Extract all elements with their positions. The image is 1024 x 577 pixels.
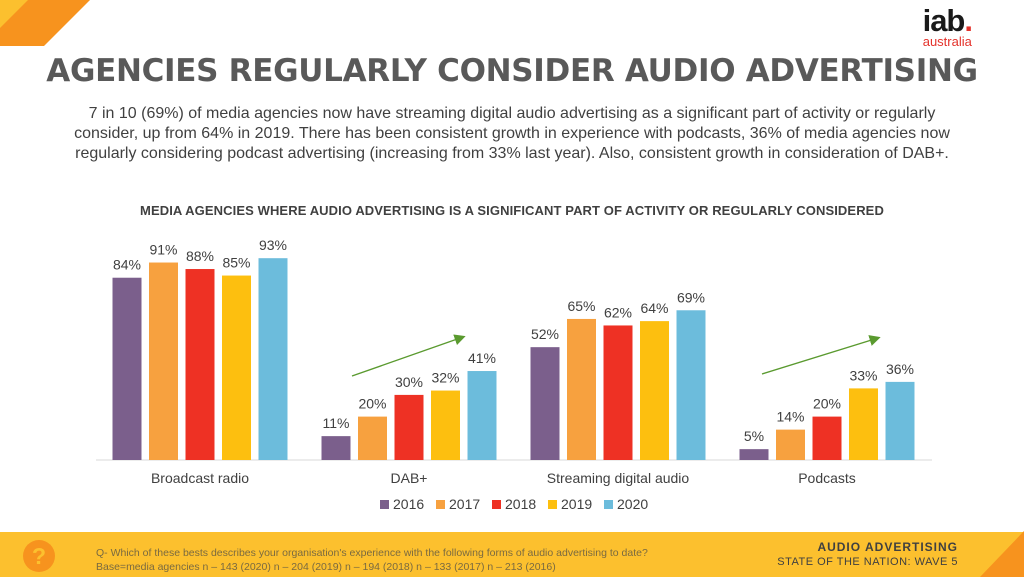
x-tick-label: DAB+ xyxy=(391,470,428,486)
data-label-2019: 33% xyxy=(849,367,877,383)
corner-accent-top-left xyxy=(0,0,90,46)
x-tick-label: Podcasts xyxy=(798,470,856,486)
intro-line: regularly considering podcast advertisin… xyxy=(75,145,949,162)
trend-arrow xyxy=(351,334,466,377)
bar-2017 xyxy=(776,429,805,460)
data-label-2018: 20% xyxy=(813,396,841,412)
legend-label-2016: 2016 xyxy=(393,496,424,512)
data-label-2016: 84% xyxy=(113,257,141,273)
data-label-2017: 20% xyxy=(358,396,386,412)
intro-line: 7 in 10 (69%) of media agencies now have… xyxy=(88,105,936,122)
data-label-2017: 14% xyxy=(776,409,804,425)
legend-label-2018: 2018 xyxy=(505,496,536,512)
bar-2016 xyxy=(321,436,351,460)
svg-text:?: ? xyxy=(32,543,46,569)
footer-sublabel: STATE OF THE NATION: WAVE 5 xyxy=(777,556,958,568)
trend-arrow xyxy=(761,335,881,375)
bar-2020 xyxy=(467,371,497,460)
data-label-2018: 88% xyxy=(186,248,214,264)
data-label-2020: 93% xyxy=(259,237,287,253)
legend-label-2019: 2019 xyxy=(561,496,592,512)
intro-line: consider, up from 64% in 2019. There has… xyxy=(74,125,950,142)
iab-australia-logo: iab. australia xyxy=(922,3,973,49)
data-label-2019: 32% xyxy=(431,370,459,386)
intro-text: 7 in 10 (69%) of media agencies now have… xyxy=(30,104,994,164)
chart-title: MEDIA AGENCIES WHERE AUDIO ADVERTISING I… xyxy=(140,203,884,218)
bar-2016 xyxy=(112,277,142,460)
bar-2020 xyxy=(885,381,915,460)
data-label-2019: 64% xyxy=(640,300,668,316)
data-label-2017: 65% xyxy=(567,298,595,314)
bar-2018 xyxy=(603,325,633,460)
legend-swatch-2019 xyxy=(548,500,557,509)
data-label-2020: 41% xyxy=(468,350,496,366)
bar-2016 xyxy=(739,449,769,460)
legend-label-2020: 2020 xyxy=(617,496,648,512)
legend-swatch-2020 xyxy=(604,500,613,509)
legend-swatch-2016 xyxy=(380,500,389,509)
bar-2016 xyxy=(530,347,560,460)
bar-2019 xyxy=(640,321,669,460)
bar-2018 xyxy=(812,416,842,460)
data-label-2016: 5% xyxy=(744,428,764,444)
bar-2019 xyxy=(222,275,251,460)
corner-accent-bottom-right xyxy=(980,531,1024,577)
bar-2017 xyxy=(149,262,178,460)
x-tick-label: Broadcast radio xyxy=(151,470,249,486)
data-label-2017: 91% xyxy=(149,242,177,258)
data-label-2020: 69% xyxy=(677,289,705,305)
bar-2018 xyxy=(185,269,215,460)
page-title: AGENCIES REGULARLY CONSIDER AUDIO ADVERT… xyxy=(46,53,978,89)
legend-swatch-2018 xyxy=(492,500,501,509)
footer-label: AUDIO ADVERTISING xyxy=(817,540,958,554)
bar-2020 xyxy=(258,258,288,460)
data-label-2020: 36% xyxy=(886,361,914,377)
data-label-2016: 52% xyxy=(531,326,559,342)
bar-2019 xyxy=(849,388,878,460)
question-mark-icon: ? xyxy=(23,540,55,572)
legend-label-2017: 2017 xyxy=(449,496,480,512)
footer-base: Base=media agencies n – 143 (2020) n – 2… xyxy=(96,561,556,573)
legend-swatch-2017 xyxy=(436,500,445,509)
bar-2020 xyxy=(676,310,706,460)
bar-2017 xyxy=(567,318,596,460)
bar-2018 xyxy=(394,394,424,460)
footer-bar xyxy=(0,532,1024,577)
data-label-2018: 30% xyxy=(395,374,423,390)
x-tick-label: Streaming digital audio xyxy=(547,470,690,486)
bar-2019 xyxy=(431,390,460,460)
data-label-2016: 11% xyxy=(323,415,350,431)
footer-question: Q- Which of these bests describes your o… xyxy=(96,547,648,559)
data-label-2019: 85% xyxy=(222,255,250,271)
data-label-2018: 62% xyxy=(604,304,632,320)
bar-2017 xyxy=(358,416,387,460)
